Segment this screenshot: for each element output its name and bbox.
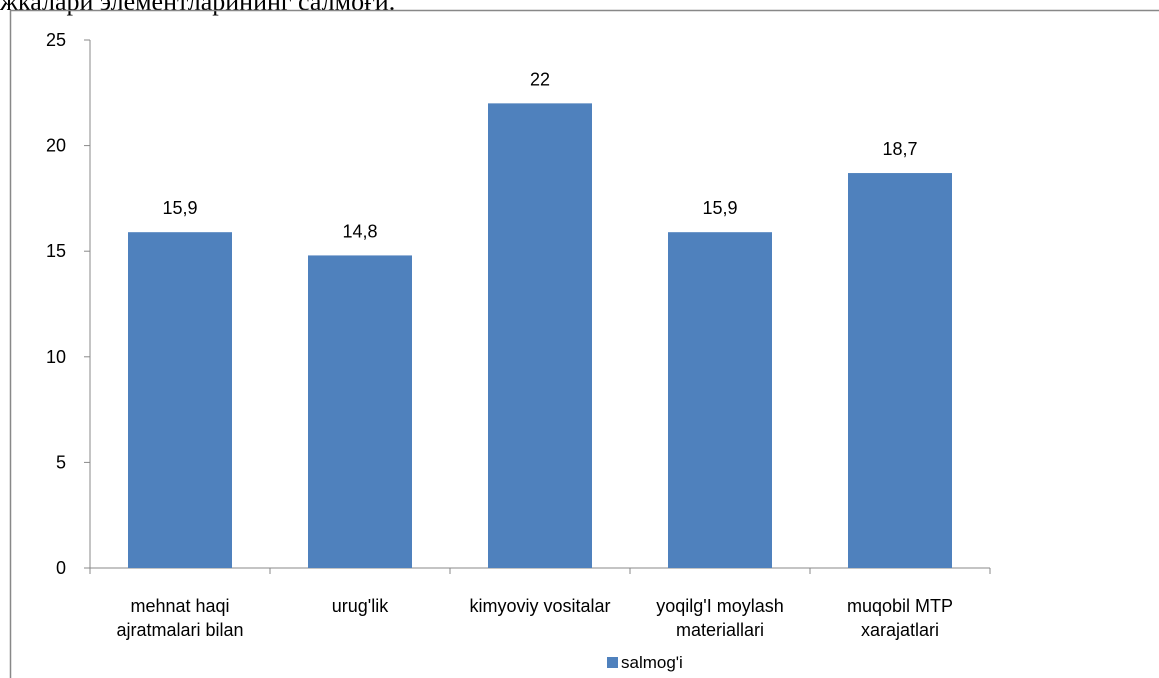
y-tick-label: 10 (46, 347, 66, 367)
bar (128, 232, 232, 568)
y-tick-label: 20 (46, 136, 66, 156)
bar (308, 255, 412, 568)
x-tick-label: urug'lik (331, 596, 389, 616)
x-tick-label-box: mehnat haqi ajratmalari bilan (116, 596, 244, 640)
x-tick-label: yoqilg'I moylash materiallari (656, 596, 784, 640)
data-label: 15,9 (162, 198, 197, 218)
x-tick-label: muqobil MTP xarajatlari (846, 596, 954, 640)
y-tick-label: 15 (46, 241, 66, 261)
y-tick-label: 25 (46, 30, 66, 50)
data-label: 15,9 (702, 198, 737, 218)
bar (668, 232, 772, 568)
data-label: 14,8 (342, 221, 377, 241)
legend-label: salmog'i (621, 653, 683, 672)
x-tick-label-box: muqobil MTP xarajatlari (846, 596, 954, 640)
x-tick-label: mehnat haqi ajratmalari bilan (116, 596, 244, 640)
chart-frame (9, 9, 1159, 678)
bar (488, 103, 592, 569)
data-label: 22 (530, 69, 550, 89)
x-tick-label-box: yoqilg'I moylash materiallari (656, 596, 784, 640)
y-tick-label: 0 (56, 558, 66, 578)
x-tick-label-box: kimyoviy vositalar (469, 596, 611, 616)
legend-swatch (607, 657, 618, 668)
data-label: 18,7 (882, 139, 917, 159)
chart-title: жкалари элементларининг салмоғи. (0, 0, 395, 16)
x-tick-label: kimyoviy vositalar (469, 596, 611, 616)
bar (848, 173, 952, 568)
y-tick-label: 5 (56, 452, 66, 472)
x-tick-label-box: urug'lik (331, 596, 389, 616)
